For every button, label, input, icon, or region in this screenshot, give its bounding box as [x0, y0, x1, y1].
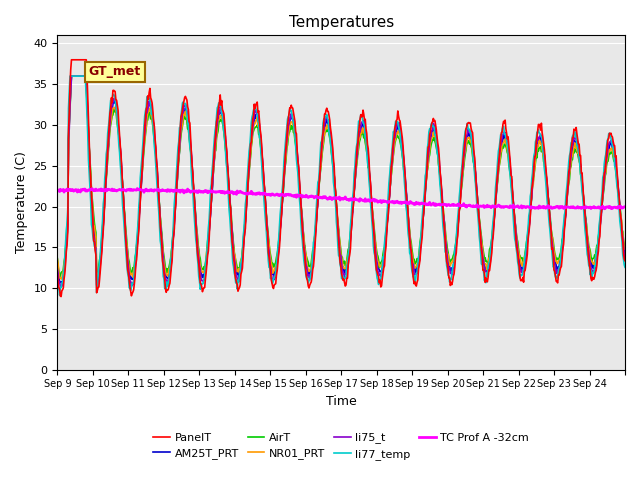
li75_t	[122, 230, 129, 236]
li77_temp	[621, 264, 629, 270]
AM25T_PRT	[68, 73, 76, 79]
li77_temp	[401, 189, 409, 195]
PanelT	[57, 294, 65, 300]
li77_temp	[66, 73, 74, 79]
li77_temp	[276, 225, 284, 230]
li75_t	[621, 256, 629, 262]
AirT	[276, 234, 284, 240]
li75_t	[401, 174, 409, 180]
AM25T_PRT	[433, 142, 441, 148]
li77_temp	[54, 281, 61, 287]
Y-axis label: Temperature (C): Temperature (C)	[15, 152, 28, 253]
TC Prof A -32cm	[54, 187, 61, 192]
AirT	[226, 196, 234, 202]
li77_temp	[122, 243, 129, 249]
AM25T_PRT	[401, 176, 409, 181]
PanelT	[433, 134, 441, 140]
NR01_PRT	[93, 277, 101, 283]
AM25T_PRT	[276, 237, 284, 243]
Text: GT_met: GT_met	[88, 65, 141, 78]
TC Prof A -32cm	[120, 187, 128, 193]
Line: li75_t: li75_t	[58, 76, 625, 288]
li77_temp	[254, 119, 262, 124]
AirT	[621, 245, 629, 251]
TC Prof A -32cm	[225, 190, 233, 196]
li77_temp	[226, 215, 234, 221]
Title: Temperatures: Temperatures	[289, 15, 394, 30]
NR01_PRT	[122, 227, 129, 232]
PanelT	[621, 258, 629, 264]
Line: TC Prof A -32cm: TC Prof A -32cm	[58, 189, 625, 209]
AM25T_PRT	[254, 116, 262, 121]
PanelT	[226, 200, 234, 205]
AirT	[401, 179, 409, 185]
AM25T_PRT	[54, 264, 61, 270]
X-axis label: Time: Time	[326, 395, 356, 408]
TC Prof A -32cm	[253, 191, 261, 197]
NR01_PRT	[276, 235, 284, 241]
AirT	[433, 148, 441, 154]
li75_t	[54, 266, 61, 272]
NR01_PRT	[621, 246, 629, 252]
AirT	[122, 223, 129, 229]
TC Prof A -32cm	[433, 203, 440, 208]
NR01_PRT	[68, 73, 76, 79]
AM25T_PRT	[59, 279, 67, 285]
li75_t	[93, 285, 101, 291]
Line: AM25T_PRT: AM25T_PRT	[58, 76, 625, 282]
li77_temp	[56, 292, 63, 298]
li75_t	[276, 236, 284, 242]
AirT	[54, 256, 61, 262]
li77_temp	[433, 149, 441, 155]
Line: AirT: AirT	[58, 76, 625, 278]
NR01_PRT	[226, 196, 234, 202]
Legend: PanelT, AM25T_PRT, AirT, NR01_PRT, li75_t, li77_temp, TC Prof A -32cm: PanelT, AM25T_PRT, AirT, NR01_PRT, li75_…	[149, 428, 534, 464]
NR01_PRT	[401, 179, 409, 184]
AM25T_PRT	[226, 196, 234, 202]
Line: PanelT: PanelT	[58, 60, 625, 297]
AM25T_PRT	[122, 226, 129, 232]
PanelT	[276, 245, 284, 251]
Line: li77_temp: li77_temp	[58, 76, 625, 295]
PanelT	[254, 109, 262, 115]
TC Prof A -32cm	[401, 199, 408, 205]
TC Prof A -32cm	[134, 186, 141, 192]
li75_t	[226, 196, 234, 202]
NR01_PRT	[433, 144, 441, 150]
li75_t	[254, 112, 262, 118]
AirT	[56, 275, 63, 281]
PanelT	[54, 272, 61, 277]
AirT	[68, 73, 76, 79]
AirT	[254, 124, 262, 130]
AM25T_PRT	[621, 255, 629, 261]
TC Prof A -32cm	[621, 204, 629, 210]
PanelT	[122, 233, 129, 239]
li75_t	[68, 73, 76, 79]
TC Prof A -32cm	[275, 192, 282, 198]
Line: NR01_PRT: NR01_PRT	[58, 76, 625, 280]
PanelT	[68, 57, 76, 63]
NR01_PRT	[254, 123, 262, 129]
TC Prof A -32cm	[600, 206, 608, 212]
NR01_PRT	[54, 257, 61, 263]
PanelT	[401, 174, 409, 180]
li75_t	[433, 141, 441, 146]
